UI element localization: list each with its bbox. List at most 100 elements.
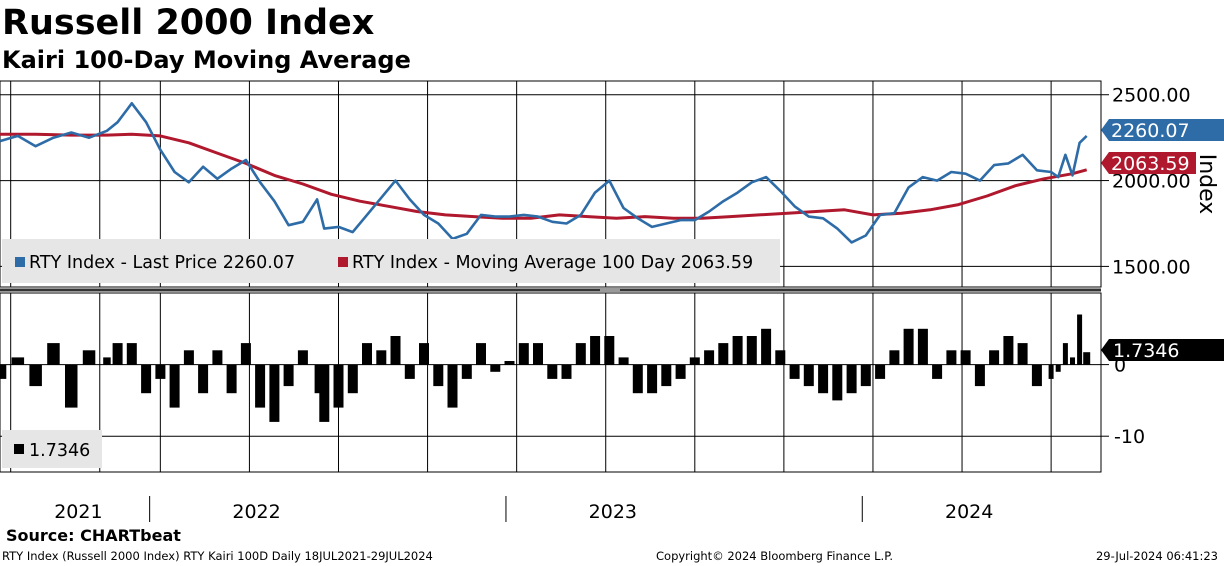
footer-timestamp: 29-Jul-2024 06:41:23 — [1095, 549, 1218, 563]
year-label-2023: 2023 — [589, 501, 637, 523]
kairi-bar-4 — [65, 364, 78, 408]
price-last-label: 2260.07 — [1101, 119, 1224, 142]
chart-subtitle: Kairi 100-Day Moving Average — [2, 46, 411, 74]
kairi-bars — [0, 314, 1091, 422]
year-label-2024: 2024 — [945, 501, 993, 523]
kairi-bar-43 — [618, 357, 629, 365]
kairi-bar-22 — [319, 364, 330, 422]
kairi-bar-34 — [490, 364, 501, 372]
kairi-bar-10 — [155, 364, 166, 379]
kairi-bar-70 — [1003, 336, 1014, 365]
kairi-bar-53 — [761, 328, 772, 365]
kairi-y-axis: 0-10 — [1101, 355, 1145, 448]
kairi-bar-49 — [704, 350, 715, 365]
kairi-bar-12 — [183, 350, 194, 365]
ma-last-label: 2063.59 — [1101, 152, 1196, 175]
kairi-bar-23 — [333, 364, 344, 408]
kairi-bar-67 — [960, 350, 971, 365]
price-last-tag — [1101, 119, 1224, 141]
kairi-bar-74 — [1055, 364, 1061, 372]
kairi-bar-66 — [946, 350, 957, 365]
kairi-bar-2 — [29, 364, 42, 387]
kairi-bar-25 — [362, 343, 372, 365]
kairi-bar-3 — [47, 343, 60, 365]
kairi-last-label: 1.7346 — [1101, 339, 1224, 362]
kairi-bar-69 — [989, 350, 1000, 365]
price-ytick-label-2: 2500.00 — [1112, 85, 1191, 107]
kairi-bar-8 — [126, 343, 137, 365]
kairi-bar-30 — [433, 364, 444, 387]
kairi-bar-0 — [0, 364, 7, 379]
kairi-bar-28 — [404, 364, 415, 379]
kairi-bar-75 — [1062, 343, 1068, 365]
kairi-bar-19 — [283, 364, 294, 387]
kairi-bar-50 — [718, 343, 729, 365]
kairi-bar-20 — [297, 350, 308, 365]
kairi-bar-47 — [675, 364, 686, 379]
price-lines — [0, 102, 1088, 244]
kairi-bar-77 — [1077, 314, 1083, 365]
kairi-bar-13 — [198, 364, 209, 394]
kairi-bar-41 — [590, 336, 601, 365]
legend-label-kairi: 1.7346 — [29, 441, 90, 461]
kairi-bar-36 — [518, 343, 529, 365]
price-legend-box — [2, 239, 780, 283]
kairi-ytick-label-1: -10 — [1114, 426, 1145, 448]
footer-description: RTY Index (Russell 2000 Index) RTY Kairi… — [2, 549, 433, 563]
kairi-bar-60 — [860, 364, 871, 387]
kairi-bar-44 — [632, 364, 643, 394]
kairi-bar-1 — [11, 357, 25, 365]
kairi-bar-55 — [789, 364, 800, 379]
price-ytick-label-0: 1500.00 — [1112, 256, 1191, 278]
kairi-bar-18 — [269, 364, 280, 422]
kairi-bar-27 — [390, 336, 401, 365]
kairi-bar-5 — [82, 350, 96, 365]
legend-label-ma: RTY Index - Moving Average 100 Day 2063.… — [352, 253, 753, 273]
kairi-bar-42 — [604, 336, 615, 365]
price-line — [0, 102, 1088, 244]
kairi-bar-21 — [314, 364, 320, 394]
year-label-2021: 2021 — [54, 501, 102, 523]
panel-divider-handle — [600, 288, 620, 292]
kairi-bar-31 — [447, 364, 458, 408]
kairi-bar-68 — [974, 364, 985, 387]
kairi-bar-6 — [103, 357, 111, 365]
kairi-bar-76 — [1070, 357, 1075, 365]
kairi-bar-59 — [846, 364, 857, 394]
legend-swatch-ma — [338, 257, 348, 267]
kairi-bar-57 — [818, 364, 829, 394]
kairi-bar-16 — [240, 343, 251, 365]
ma-last-value: 2063.59 — [1111, 153, 1190, 175]
kairi-bar-64 — [917, 328, 928, 365]
source-note: Source: CHARTbeat — [6, 526, 181, 545]
ma-last-tag — [1101, 152, 1196, 174]
kairi-bar-78 — [1083, 352, 1091, 365]
kairi-bar-71 — [1017, 343, 1028, 365]
x-axis: 2021 2022 2023 2024 — [54, 496, 993, 523]
kairi-bar-62 — [889, 350, 900, 365]
kairi-bar-61 — [875, 364, 886, 379]
kairi-bar-52 — [746, 336, 757, 365]
kairi-bar-54 — [775, 350, 786, 365]
kairi-bar-26 — [376, 350, 387, 365]
kairi-bar-56 — [803, 364, 814, 387]
kairi-last-value: 1.7346 — [1113, 340, 1179, 362]
kairi-bar-45 — [647, 364, 658, 394]
kairi-bar-65 — [932, 364, 943, 379]
kairi-bar-38 — [547, 364, 558, 379]
legend-swatch-price — [15, 257, 25, 267]
kairi-bar-24 — [347, 364, 358, 394]
kairi-panel: 0-10 1.7346 1.7346 — [0, 292, 1224, 473]
kairi-bar-9 — [141, 364, 152, 394]
kairi-bar-37 — [533, 343, 543, 365]
moving-average-line — [0, 132, 1088, 220]
kairi-bar-40 — [575, 343, 586, 365]
kairi-bar-58 — [832, 364, 843, 401]
footer-copyright: Copyright© 2024 Bloomberg Finance L.P. — [656, 549, 893, 563]
kairi-bar-63 — [903, 328, 914, 365]
price-panel: 1500.00 2000.00 2500.00 RTY Index - Last P… — [0, 80, 1224, 288]
price-ytick-label-1: 2000.00 — [1112, 171, 1191, 193]
kairi-bar-7 — [112, 343, 123, 365]
kairi-bar-35 — [504, 361, 515, 365]
